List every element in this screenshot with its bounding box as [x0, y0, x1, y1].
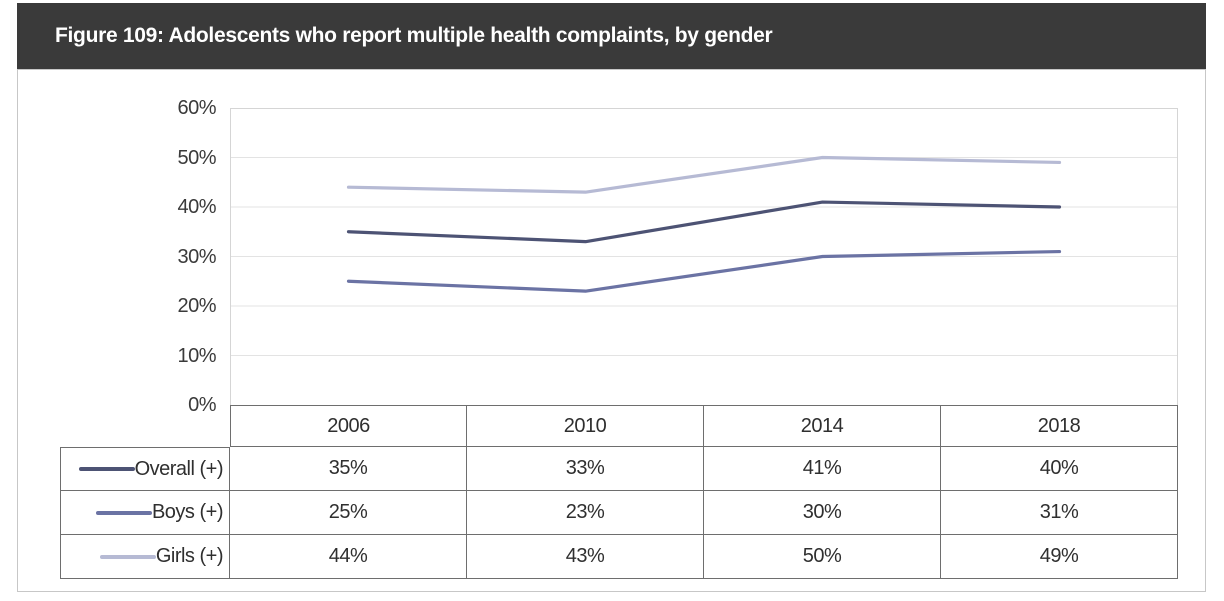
table-cell-overall-2006: 35% — [230, 447, 467, 491]
y-tick-label-40: 40% — [177, 196, 216, 218]
y-tick-label-30: 30% — [177, 245, 216, 268]
year-header-2018: 2018 — [941, 405, 1178, 447]
figure-title-bar: Figure 109: Adolescents who report multi… — [17, 3, 1206, 69]
year-header-2014: 2014 — [704, 405, 941, 447]
table-cell-girls-2014: 50% — [704, 535, 941, 579]
y-tick-label-50: 50% — [177, 146, 216, 169]
legend-label-girls: Girls (+) — [155, 545, 224, 567]
legend-cell-girls: Girls (+) — [60, 535, 230, 579]
y-tick-label-10: 10% — [177, 344, 216, 367]
data-table: 2006 2010 2014 2018 Overall (+) 35% 33% … — [60, 405, 1178, 579]
year-header-2010: 2010 — [467, 405, 704, 447]
figure-title: Figure 109: Adolescents who report multi… — [55, 24, 773, 47]
table-spacer-cell — [60, 405, 230, 447]
table-cell-overall-2018: 40% — [941, 447, 1178, 491]
chart-box: 60% 50% 40% 30% 20% 10% 0% 2006 2010 201… — [17, 69, 1206, 592]
boys-line-swatch-icon — [95, 510, 152, 515]
table-cell-boys-2018: 31% — [941, 491, 1178, 535]
legend-label-boys: Boys (+) — [151, 501, 224, 523]
legend-label-overall: Overall (+) — [134, 457, 224, 480]
table-cell-boys-2006: 25% — [230, 491, 467, 535]
y-tick-label-60: 60% — [177, 97, 216, 119]
y-tick-label-20: 20% — [177, 295, 216, 317]
year-header-2006: 2006 — [230, 405, 467, 447]
table-cell-girls-2006: 44% — [230, 535, 467, 579]
plot-area — [230, 108, 1178, 405]
table-cell-boys-2014: 30% — [704, 491, 941, 535]
table-cell-overall-2010: 33% — [467, 447, 704, 491]
line-chart-svg — [230, 108, 1178, 405]
overall-line-swatch-icon — [78, 467, 135, 471]
legend-cell-overall: Overall (+) — [60, 447, 230, 491]
table-cell-girls-2018: 49% — [941, 535, 1178, 579]
figure-frame: Figure 109: Adolescents who report multi… — [17, 3, 1206, 592]
legend-cell-boys: Boys (+) — [60, 491, 230, 535]
table-cell-overall-2014: 41% — [704, 447, 941, 491]
girls-line-swatch-icon — [99, 554, 156, 559]
table-cell-boys-2010: 23% — [467, 491, 704, 535]
y-tick-label-0: 0% — [188, 394, 216, 416]
table-cell-girls-2010: 43% — [467, 535, 704, 579]
